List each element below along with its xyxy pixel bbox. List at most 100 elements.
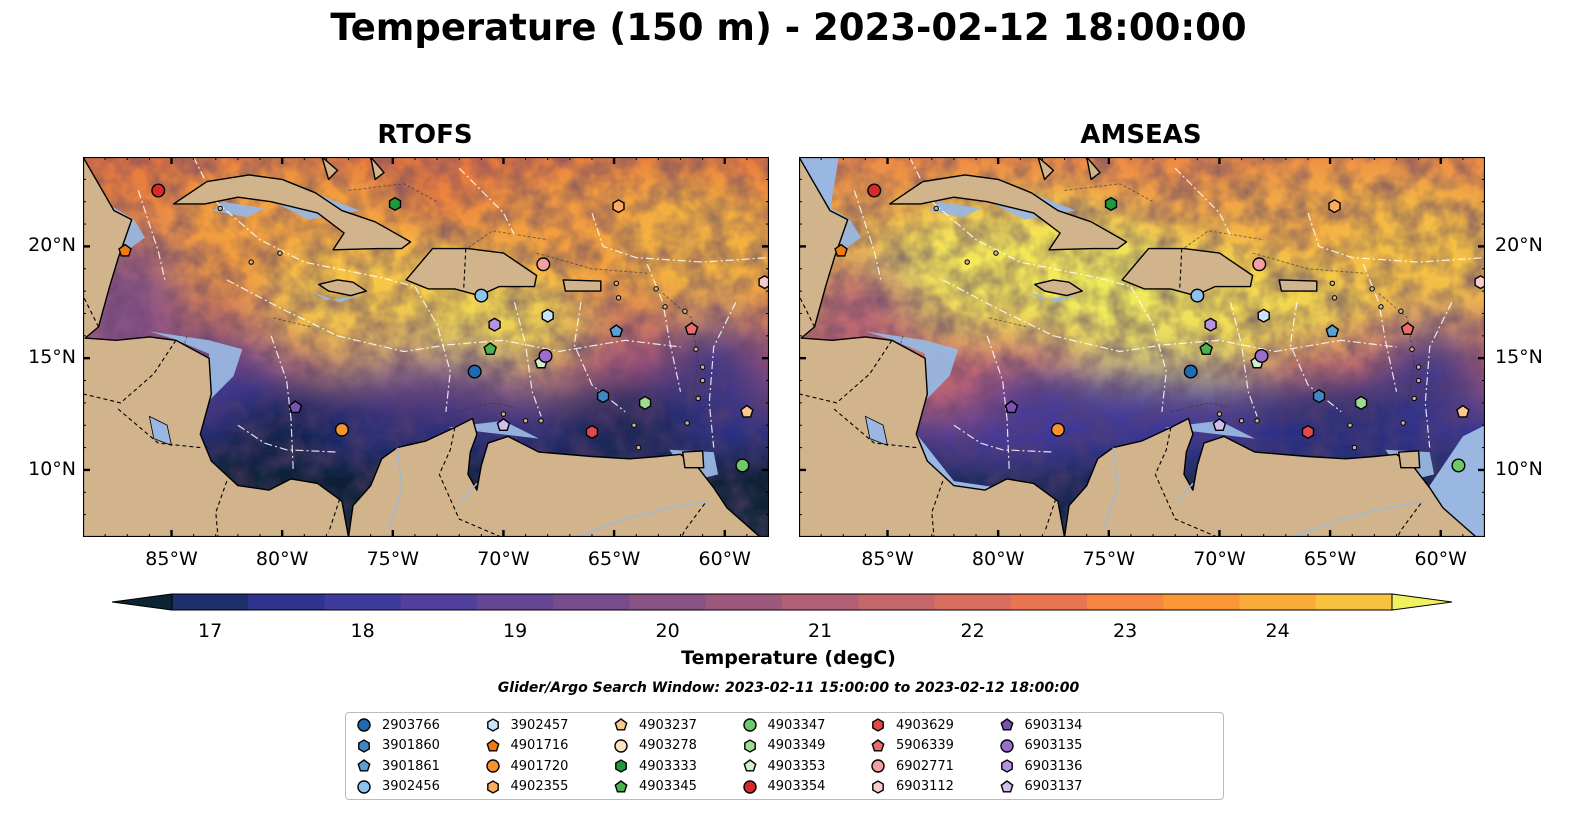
colorbar-bin [629, 594, 707, 610]
small-island [248, 259, 254, 265]
legend-label: 5906339 [896, 738, 954, 753]
small-island [653, 286, 659, 292]
legend-circle-icon [357, 718, 371, 732]
legend-hexagon-icon [486, 779, 499, 794]
legend-pentagon-icon [871, 738, 885, 752]
eez-boundary [458, 167, 516, 236]
eez-boundary [953, 424, 1054, 453]
x-tick-label: 70°W [477, 548, 530, 570]
legend-circle-icon [357, 779, 371, 794]
legend-pentagon-icon [614, 779, 628, 793]
bathymetry-contour [273, 317, 312, 328]
land-centralAmerica [799, 157, 1066, 537]
legend-label: 6902771 [896, 758, 954, 774]
bathymetry-contour [348, 183, 438, 203]
legend-label: 4902355 [510, 779, 569, 794]
small-island [699, 377, 706, 384]
marker-6903135 [538, 348, 553, 363]
marker-6903112 [758, 275, 769, 290]
small-island [933, 205, 939, 212]
colorbar-bin [172, 594, 249, 610]
map-panel-amseas [799, 157, 1485, 537]
x-tick-label: 60°W [698, 548, 751, 570]
colorbar-frame [171, 593, 1393, 611]
small-island [615, 295, 622, 301]
marker-3902456 [1190, 288, 1205, 303]
country-border [1044, 498, 1057, 533]
x-tick-label: 75°W [1082, 548, 1136, 570]
panel-title-amseas: AMSEAS [1080, 120, 1202, 150]
eez-boundary [193, 157, 416, 288]
legend-item: 6903134 [999, 716, 1082, 734]
eez-boundary [708, 302, 737, 448]
eez-boundary [646, 264, 682, 392]
legend-pentagon-icon [614, 718, 628, 731]
legend-hexagon-icon [358, 738, 370, 753]
eez-boundary [226, 279, 338, 337]
colorbar-tick-label: 24 [1265, 620, 1290, 642]
legend-marker-2903766 [357, 718, 371, 732]
marker-3901861 [609, 324, 624, 338]
marker-4901720 [334, 422, 349, 437]
y-tick-label-right: 20°N [1495, 234, 1543, 257]
legend-circle-icon [485, 759, 500, 773]
small-island [662, 304, 668, 310]
colorbar-bin [782, 594, 859, 610]
land-bahamas1 [321, 157, 339, 181]
x-tick-label: 85°W [145, 548, 198, 570]
eez-boundary [513, 302, 542, 417]
small-island [1409, 346, 1415, 352]
y-tick-label-left: 20°N [28, 234, 76, 257]
small-island [631, 422, 637, 428]
legend-label: 4903353 [767, 758, 826, 774]
eez-boundary [1229, 302, 1258, 417]
colorbar-tick-label: 22 [960, 620, 985, 642]
land-hispaniola [1121, 247, 1254, 297]
marker-6902771 [536, 257, 551, 272]
map-frame [799, 157, 1485, 537]
marker-4901720 [1050, 422, 1065, 437]
land-cuba [172, 174, 412, 251]
bathymetry-contour [447, 230, 548, 263]
marker-6903136 [1204, 317, 1217, 332]
country-border [831, 406, 917, 449]
legend-item: 4901716 [485, 737, 569, 755]
continental-shelf [213, 201, 265, 218]
bathymetry-contour [1163, 230, 1264, 263]
x-tick-label: 60°W [1414, 548, 1467, 570]
legend-item: 6903112 [870, 778, 954, 796]
marker-4902355 [612, 199, 625, 214]
small-island [964, 259, 970, 265]
legend-item: 3901861 [356, 757, 440, 775]
legend-label: 4901716 [510, 738, 569, 753]
legend-label: 6903136 [1024, 758, 1083, 774]
marker-6903136 [488, 317, 501, 332]
figure-title: Temperature (150 m) - 2023-02-12 18:00:0… [330, 6, 1247, 49]
eez-boundary [137, 190, 166, 281]
legend-label: 4903347 [767, 717, 826, 733]
continental-shelf [929, 201, 981, 218]
eez-boundary [1130, 286, 1167, 412]
legend-item: 4902355 [485, 778, 569, 796]
tick-marks [799, 157, 1485, 537]
legend-hexagon-icon [615, 759, 627, 773]
colorbar-bin [1315, 594, 1393, 610]
legend-marker-4903237 [614, 718, 628, 731]
marker-6903134 [288, 400, 303, 414]
marker-4901716 [118, 243, 132, 257]
land-puertoRico [1278, 279, 1318, 292]
bathymetry-contour [1252, 252, 1364, 274]
small-island [1411, 395, 1417, 402]
land-jamaica [317, 279, 367, 297]
marker-3901860 [1312, 389, 1326, 404]
small-island [1238, 418, 1245, 424]
x-tick-label: 65°W [587, 548, 641, 570]
legend-marker-4903349 [743, 738, 756, 753]
legend-pentagon-icon [999, 718, 1014, 731]
colorbar-max-extension [1391, 593, 1452, 611]
small-island [1398, 308, 1404, 314]
marker-4903237 [740, 404, 754, 418]
colorbar-bin [400, 594, 478, 610]
legend-label: 3901860 [382, 738, 440, 753]
bathymetry-contour [1170, 402, 1231, 413]
